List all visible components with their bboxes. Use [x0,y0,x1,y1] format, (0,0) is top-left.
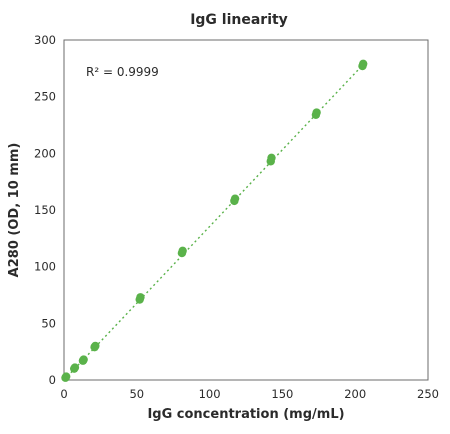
chart-title: IgG linearity [190,12,288,28]
x-tick-label: 150 [271,387,293,401]
y-tick-label: 300 [34,33,56,47]
data-point [91,341,100,351]
data-points [61,59,368,382]
r-squared-annotation: R² = 0.9999 [86,65,159,79]
y-tick-label: 0 [49,373,56,387]
x-tick-label: 50 [129,387,144,401]
y-tick-label: 150 [34,203,56,217]
data-point [230,194,240,203]
y-axis-ticks: 0 50 100 150 200 250 300 [34,33,56,387]
y-axis-title: A280 (OD, 10 mm) [7,143,22,278]
plot-area-frame [63,39,429,381]
x-tick-label: 0 [60,387,67,401]
data-point [70,363,80,372]
y-tick-label: 50 [41,316,56,330]
y-tick-label: 200 [34,146,56,160]
x-axis-ticks: 0 50 100 150 200 250 [60,387,439,401]
data-point [136,293,145,302]
x-tick-label: 200 [344,387,366,401]
data-point [79,355,88,364]
x-tick-label: 250 [417,387,439,401]
data-point [312,108,321,117]
data-point [61,372,71,381]
y-tick-label: 100 [34,260,56,274]
x-tick-label: 100 [199,387,221,401]
data-point [359,59,368,68]
data-point [267,153,276,163]
data-point [178,246,187,255]
y-tick-label: 250 [34,90,56,104]
x-axis-title: IgG concentration (mg/mL) [147,407,344,422]
